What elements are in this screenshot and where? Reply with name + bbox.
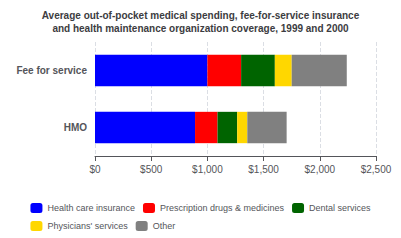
svg-text:Other: Other	[153, 221, 176, 231]
svg-text:HMO: HMO	[64, 122, 88, 133]
svg-text:Dental services: Dental services	[309, 203, 371, 213]
svg-text:$1,000: $1,000	[192, 164, 223, 175]
svg-text:Fee for service: Fee for service	[16, 65, 87, 76]
svg-text:Average out-of-pocket medical: Average out-of-pocket medical spending, …	[42, 10, 360, 21]
svg-text:and health maintenance organiz: and health maintenance organization cove…	[52, 23, 349, 34]
svg-text:Prescription drugs & medicines: Prescription drugs & medicines	[160, 203, 285, 213]
svg-text:$500: $500	[140, 164, 163, 175]
svg-text:Physicians' services: Physicians' services	[47, 221, 128, 231]
svg-text:$2,000: $2,000	[305, 164, 336, 175]
svg-text:$2,500: $2,500	[361, 164, 392, 175]
svg-text:Health care insurance: Health care insurance	[47, 203, 135, 213]
svg-text:$1,500: $1,500	[248, 164, 279, 175]
svg-text:$0: $0	[89, 164, 101, 175]
